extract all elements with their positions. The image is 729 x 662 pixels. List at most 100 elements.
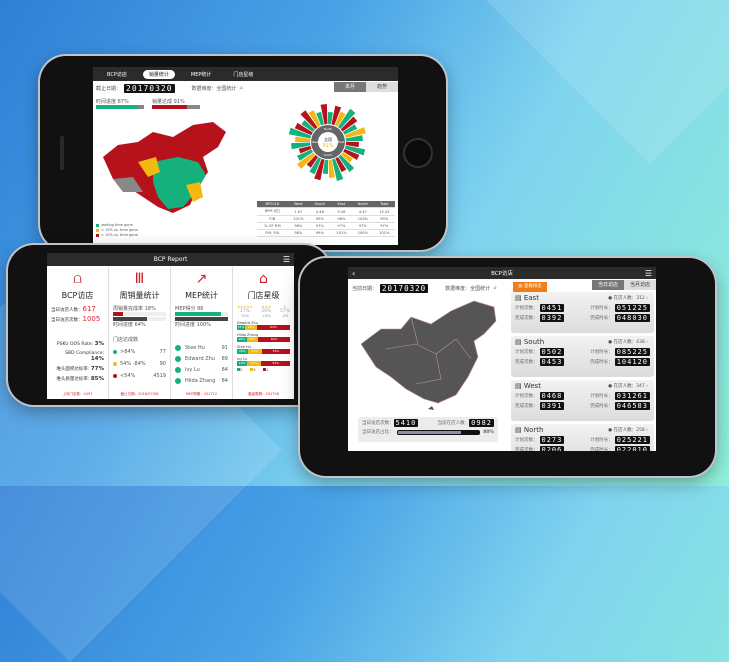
search-icon[interactable]: ⌕ [239,84,244,92]
home-button[interactable] [403,138,433,168]
bar-segment: 23% [244,325,258,330]
item-value: 77 [159,349,166,355]
radial-wedge [306,155,318,168]
star-group: ★ 57% -2% [280,305,290,318]
star-pct: 26% [261,309,272,314]
tab-1[interactable]: 销量统计 [142,69,175,79]
region-people: 在店人数：258 [613,428,645,433]
radial-wedge [291,142,311,150]
sales-screen: BCP访店 销量统计 MEP统计 门店星级 截止日期： 20170320 数据维度：全… [93,67,398,245]
store-icon: ⌂ [259,271,268,287]
region-card[interactable]: ▤ North ● 在店人数：258 › 计划次数： 0273 计划时长： 02522… [511,424,654,451]
report-column-1[interactable]: Ⅲ 周销量统计 周销量完成率 18% 时间进度 64% 门店达成数 >84% 77 54% … [109,267,171,399]
ranking-button[interactable]: ▥ 查看排名 [513,282,547,292]
table-cell: P.M. P/A [257,229,288,237]
person-row[interactable]: Hilda Zhang 84 [175,378,228,384]
back-icon[interactable]: ‹ [352,268,356,278]
table-cell: 98% [287,229,310,237]
plan-value: 0468 [539,392,565,400]
tab-3[interactable]: 门店星级 [233,71,254,78]
person-score: 89 [221,356,228,362]
report-column-2[interactable]: ↗ MEP统计 MEP得分 86 时间进度 100% Stee Hu 91 Edward … [171,267,233,399]
done-label: 完成次数： [515,404,538,409]
column-title: MEP统计 [185,291,218,300]
region-icon: ▤ [515,294,524,302]
plan-time-value: 051225 [614,304,650,312]
table-row: % OF P.M 98% 97% 97% 97% 97% [257,222,395,230]
person-name: Ivy Lu [185,367,200,373]
plan-value: 0273 [539,436,565,444]
map-china [360,300,497,404]
report-column-3[interactable]: ⌂ 门店星级 ★★★★★ 17% +2% ★★★ 26% +0% ★ 57% -2% Edward Z… [233,267,294,399]
avatar [175,378,181,384]
map-hainan [428,406,434,410]
tab-0[interactable]: BCP访店 [107,71,127,78]
menu-icon[interactable]: ☰ [282,255,290,264]
radial-region-label: North [324,127,332,131]
table-header-cell: BP2018 [257,201,288,208]
region-name: North [523,426,544,434]
person-row[interactable]: Ivy Lu 84 [175,367,228,373]
search-icon[interactable]: ⌕ [493,284,498,292]
radial-wedge [314,158,325,181]
done-value: 0453 [539,358,565,366]
bar-segment: 62% [257,325,290,330]
visit-title: BCP访店 [491,271,513,277]
ratio-label: 当日访店占比： [362,430,394,435]
toggle-trend[interactable]: 趋势 [366,82,398,92]
plan-time-value: 031261 [614,392,650,400]
report-header: BCP Report ☰ [47,253,294,266]
date-value[interactable]: 20170320 [124,84,175,93]
stat-value: 14% [90,356,104,362]
radial-wedge [297,152,316,169]
table-cell: 100% [352,229,374,237]
china-visit-map [360,300,497,410]
report-column-0[interactable]: ⩍ BCP访店 当日访店人数：617 当日访店次数：1005 PSKU OOS Rate… [47,267,109,399]
item-value: 4519 [153,373,166,379]
bar2-label: 时间进度 64% [113,322,146,328]
tab-2[interactable]: MEP统计 [190,71,212,78]
bar2 [113,317,166,321]
radial-chart: 全国 91% North East South West [288,104,367,181]
person-name: Hilda Zhang [237,333,259,337]
person-name: Edward Zhu [237,321,258,325]
region-card[interactable]: ▤ South ● 在店人数：438 › 计划次数： 0502 计划时长： 08522… [511,336,654,377]
tab-today[interactable]: 当日访店 [592,280,624,290]
bar1 [175,312,228,316]
done-label: 完成次数： [515,448,538,451]
radial-wedge [338,108,356,129]
radial-wedge [308,110,321,128]
bar1-label: 周销量完成率 18% [113,306,156,312]
region-name: South [523,338,545,346]
phone-sales: BCP访店 销量统计 MEP统计 门店星级 截止日期： 20170320 数据维度：全… [40,56,446,250]
radial-wedge [335,156,347,173]
bar-segment: 27% [247,361,262,366]
radial-wedge [341,152,353,163]
region-icon: ▤ [515,338,524,346]
table-cell: 1.07 [287,207,310,216]
region-people: 在店人数：312 [613,296,645,301]
radial-wedge [332,158,344,181]
region-card[interactable]: ▤ West ● 在店人数：347 › 计划次数： 0468 计划时长： 031261… [511,380,654,421]
toggle-month[interactable]: 本月 [334,82,366,92]
menu-icon[interactable]: ☰ [644,268,652,278]
person-row[interactable]: Stee Hu 91 [175,345,228,351]
tab-month[interactable]: 当月访店 [624,280,656,290]
person-row[interactable]: Edward Zhu 89 [175,356,228,362]
done-time-value: 046583 [614,402,650,410]
bar-segment: 22% [246,337,259,342]
radial-region-label: East [338,140,345,144]
table-cell: BPM (亿) [257,207,288,216]
stat-value: 617 [82,305,96,313]
legend-label: > 10% vs. time gone [101,233,138,237]
report-title: BCP Report [153,256,188,263]
date-value[interactable]: 20170320 [380,284,429,293]
radial-center-value: 91% [322,143,333,149]
item-value: 90 [159,361,166,367]
plan-label: 计划次数： [515,350,538,355]
plan-label: 计划次数： [515,438,538,443]
radial-wedge [331,105,342,126]
region-card[interactable]: ▤ East ● 在店人数：312 › 计划次数： 0451 计划时长： 051225… [511,292,654,333]
map-legend: leading time gone < 10% vs. time gone > 10… [96,222,138,237]
person-name: Edward Zhu [185,356,215,362]
